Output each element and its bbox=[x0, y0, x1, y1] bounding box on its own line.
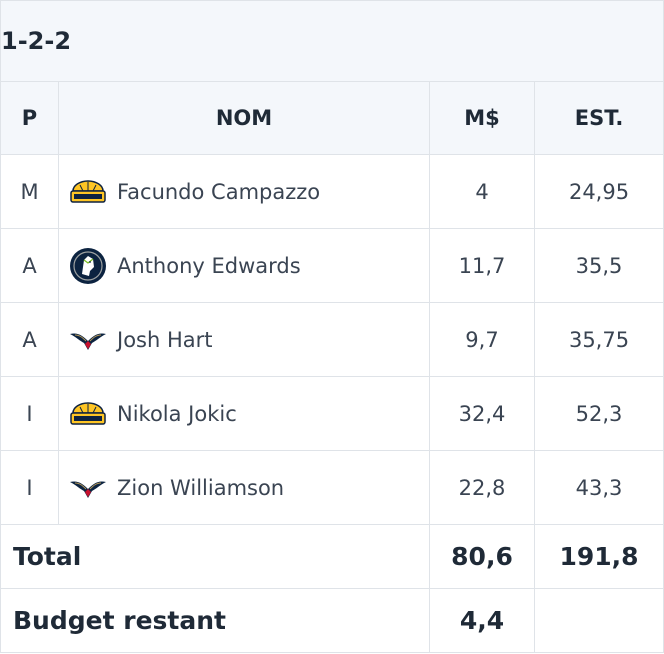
player-estimate: 35,5 bbox=[533, 228, 664, 303]
budget-value: 4,4 bbox=[429, 588, 535, 653]
player-estimate: 24,95 bbox=[533, 154, 664, 229]
formation-title: 1-2-2 bbox=[0, 0, 664, 82]
player-row[interactable]: I Zion Williamson 22,8 43,3 bbox=[0, 450, 664, 525]
player-position: A bbox=[0, 228, 59, 303]
timberwolves-logo-icon bbox=[69, 247, 107, 285]
header-name: NOM bbox=[58, 81, 430, 155]
pelicans-logo-icon bbox=[69, 469, 107, 507]
header-salary: M$ bbox=[429, 81, 535, 155]
total-salary: 80,6 bbox=[429, 524, 535, 589]
player-salary: 11,7 bbox=[429, 228, 535, 303]
player-name-cell: Josh Hart bbox=[58, 302, 430, 377]
player-row[interactable]: A Josh Hart 9,7 35,75 bbox=[0, 302, 664, 377]
player-name[interactable]: Nikola Jokic bbox=[117, 401, 237, 426]
player-position: M bbox=[0, 154, 59, 229]
player-name-cell: Zion Williamson bbox=[58, 450, 430, 525]
budget-label: Budget restant bbox=[0, 588, 430, 653]
player-salary: 22,8 bbox=[429, 450, 535, 525]
player-name[interactable]: Anthony Edwards bbox=[117, 253, 301, 278]
player-position: I bbox=[0, 376, 59, 451]
player-name[interactable]: Facundo Campazzo bbox=[117, 179, 321, 204]
pelicans-logo-icon bbox=[69, 321, 107, 359]
player-row[interactable]: M Facundo Campazzo 4 24,95 bbox=[0, 154, 664, 229]
formation-row: 1-2-2 bbox=[0, 0, 664, 82]
header-position: P bbox=[0, 81, 59, 155]
player-salary: 9,7 bbox=[429, 302, 535, 377]
player-name-cell: Anthony Edwards bbox=[58, 228, 430, 303]
player-position: A bbox=[0, 302, 59, 377]
player-estimate: 35,75 bbox=[533, 302, 664, 377]
nuggets-logo-icon bbox=[69, 173, 107, 211]
player-row[interactable]: I Nikola Jokic 32,4 52,3 bbox=[0, 376, 664, 451]
player-name-cell: Nikola Jokic bbox=[58, 376, 430, 451]
total-row: Total 80,6 191,8 bbox=[0, 524, 664, 589]
budget-row: Budget restant 4,4 bbox=[0, 588, 664, 653]
nuggets-logo-icon bbox=[69, 395, 107, 433]
player-salary: 4 bbox=[429, 154, 535, 229]
budget-empty-cell bbox=[533, 588, 664, 653]
total-estimate: 191,8 bbox=[533, 524, 664, 589]
total-label: Total bbox=[0, 524, 430, 589]
player-row[interactable]: A Anthony Edwards 11,7 35,5 bbox=[0, 228, 664, 303]
header-row: P NOM M$ EST. bbox=[0, 81, 664, 155]
player-position: I bbox=[0, 450, 59, 525]
header-estimate: EST. bbox=[533, 81, 664, 155]
player-salary: 32,4 bbox=[429, 376, 535, 451]
player-name[interactable]: Zion Williamson bbox=[117, 475, 285, 500]
player-estimate: 52,3 bbox=[533, 376, 664, 451]
player-name[interactable]: Josh Hart bbox=[117, 327, 213, 352]
player-name-cell: Facundo Campazzo bbox=[58, 154, 430, 229]
player-estimate: 43,3 bbox=[533, 450, 664, 525]
